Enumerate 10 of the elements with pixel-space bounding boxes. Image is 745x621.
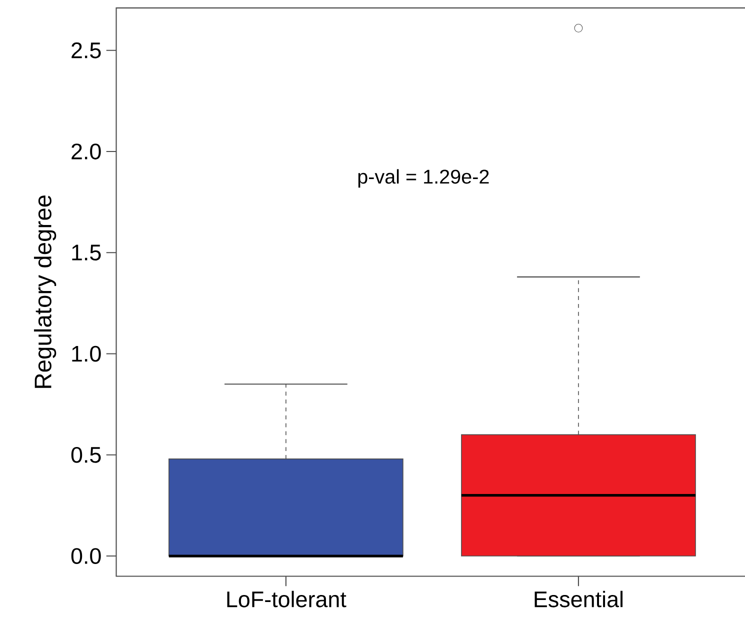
x-tick-label: Essential [534, 590, 622, 608]
y-tick-label: 0.5 [71, 447, 101, 463]
x-tick-label: LoF-tolerant [227, 590, 346, 608]
y-tick-label: 2.0 [72, 144, 101, 160]
annotation: p-val = 1.29e-2 [358, 169, 489, 188]
y-axis-title: Regulatory degree [34, 196, 56, 388]
y-tick-label: 2.5 [72, 42, 101, 58]
y-tick-label: 1.0 [72, 346, 101, 362]
y-tick-label: 0.0 [71, 548, 101, 564]
y-tick-label: 1.5 [72, 244, 101, 261]
